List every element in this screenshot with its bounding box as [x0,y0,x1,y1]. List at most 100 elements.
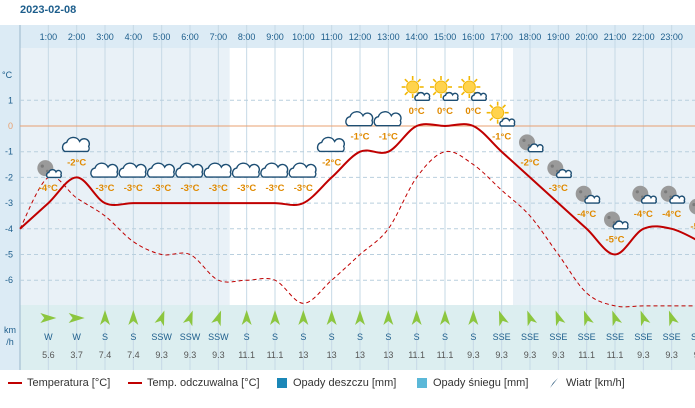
wind-direction-label: S [414,332,420,342]
wind-speed-label: 9.3 [637,350,650,360]
legend-feels-like: Temp. odczuwalna [°C] [128,377,260,389]
wind-speed-label: 9.3 [694,350,695,360]
wind-direction-label: W [44,332,53,342]
cloud-shape [669,194,686,204]
wind-arrow-rotation [640,310,651,327]
cloud-icon [146,162,175,178]
series-temperature-line [19,123,695,256]
chart-svg: 1:00 2:00 3:00 4:00 5:00 6:00 7:00 8:00 9:00 10:0… [0,25,695,370]
wind-speed-label: 9.3 [552,350,565,360]
moon-crater [641,195,644,199]
cloud-shape [414,91,431,101]
sun-disc [462,80,476,94]
wind-speed-label: 7.4 [99,350,112,360]
wind-direction-label: SSE [549,332,567,342]
wind-arrow-icon [269,310,280,325]
wind-speed-label: 7.4 [127,350,140,360]
y-axis-band [0,25,20,370]
wind-unit-label: /h [6,337,14,347]
hour-tick-label: 23:00 [660,32,683,42]
hour-tick-label: 17:00 [490,32,513,42]
wind-speed-label: 11.1 [238,350,255,360]
legend-rain-label: Opady deszczu [mm] [293,377,397,389]
hour-tick-label: 5:00 [153,32,171,42]
wind-arrow-rotation [128,310,139,325]
wind-arrow-shape [269,310,280,325]
wind-arrow-shape [211,310,222,327]
y-tick-label: -5 [5,250,13,260]
sun-ray [404,78,409,83]
wind-speed-label: 9.3 [184,350,197,360]
wind-arrow-rotation [439,310,450,325]
wind-arrow-icon [326,310,337,325]
wind-speed-label: 11.1 [408,350,425,360]
temperature-data-label: -2°C [520,157,539,168]
hour-tick-label: 10:00 [292,32,315,42]
legend-snow-swatch [417,378,427,388]
hour-tick-label: 19:00 [547,32,570,42]
temperature-data-label: -3°C [294,183,313,194]
y-tick-label: -3 [5,198,13,208]
cloud-shape [118,162,147,178]
sun-ray [432,91,437,96]
legend-wind: Wiatr [km/h] [548,377,625,389]
wind-speed-label: 13 [327,350,337,360]
wind-arrow-icon [411,310,422,325]
sun-cloud-icon [486,101,516,127]
wind-speed-label: 9.3 [467,350,480,360]
moon-cloud-icon [632,185,657,204]
wind-direction-label: SSW [208,332,229,342]
temperature-data-label: -1°C [379,132,398,143]
wind-arrow-shape [128,310,139,325]
wind-speed-label: 5.6 [42,350,55,360]
hour-tick-label: 4:00 [125,32,143,42]
wind-arrow-rotation [182,310,193,327]
temperature-data-label: -3°C [95,183,114,194]
cloud-shape [584,194,601,204]
wind-direction-label: S [442,332,448,342]
sun-ray [460,91,465,96]
hour-tick-label: 16:00 [462,32,485,42]
sun-cloud-icon [458,76,487,101]
cloud-icon [288,162,317,178]
moon-cloud-icon [688,198,695,215]
wind-arrow-rotation [612,310,623,327]
moon-crater [527,144,531,147]
temperature-data-label: -3°C [265,183,284,194]
y-tick-label: -4 [5,224,13,234]
cloud-icon [61,136,90,153]
temperature-data-label: -3°C [124,183,143,194]
cloud-shape [231,162,260,178]
cloud-shape [146,162,175,178]
legend-rain-swatch [277,378,287,388]
sun-cloud-icon [401,76,431,101]
cloud-icon [90,162,119,178]
temperature-data-label: -1°C [350,132,369,143]
y-axis-unit: °C [2,70,13,80]
sun-ray [502,104,507,109]
y-tick-label: 0 [8,121,13,131]
wind-speed-label: 11.1 [578,350,595,360]
temperature-data-label: -1°C [492,132,511,143]
wind-arrow-icon [468,310,479,325]
sun-ray [404,91,409,96]
moon-crater [664,190,668,194]
wind-speed-label: 9.3 [155,350,168,360]
moon-crater [556,169,559,173]
sun-ray [445,78,450,83]
wind-speed-label: 9.3 [665,350,678,360]
wind-arrow-shape [154,310,165,327]
wind-arrow-shape [498,310,509,327]
cloud-icon [373,111,402,127]
wind-direction-label: SSE [606,332,624,342]
wind-speed-label: 13 [355,350,365,360]
temperature-data-label: -2°C [67,157,86,168]
wind-arrow-rotation [555,310,566,327]
cloud-shape [90,162,119,178]
temperature-data-label: 0°C [409,106,425,117]
cloud-shape [555,169,572,179]
moon-crater [584,195,587,199]
wind-arrow-shape [241,310,252,325]
cloud-icon [231,162,260,178]
